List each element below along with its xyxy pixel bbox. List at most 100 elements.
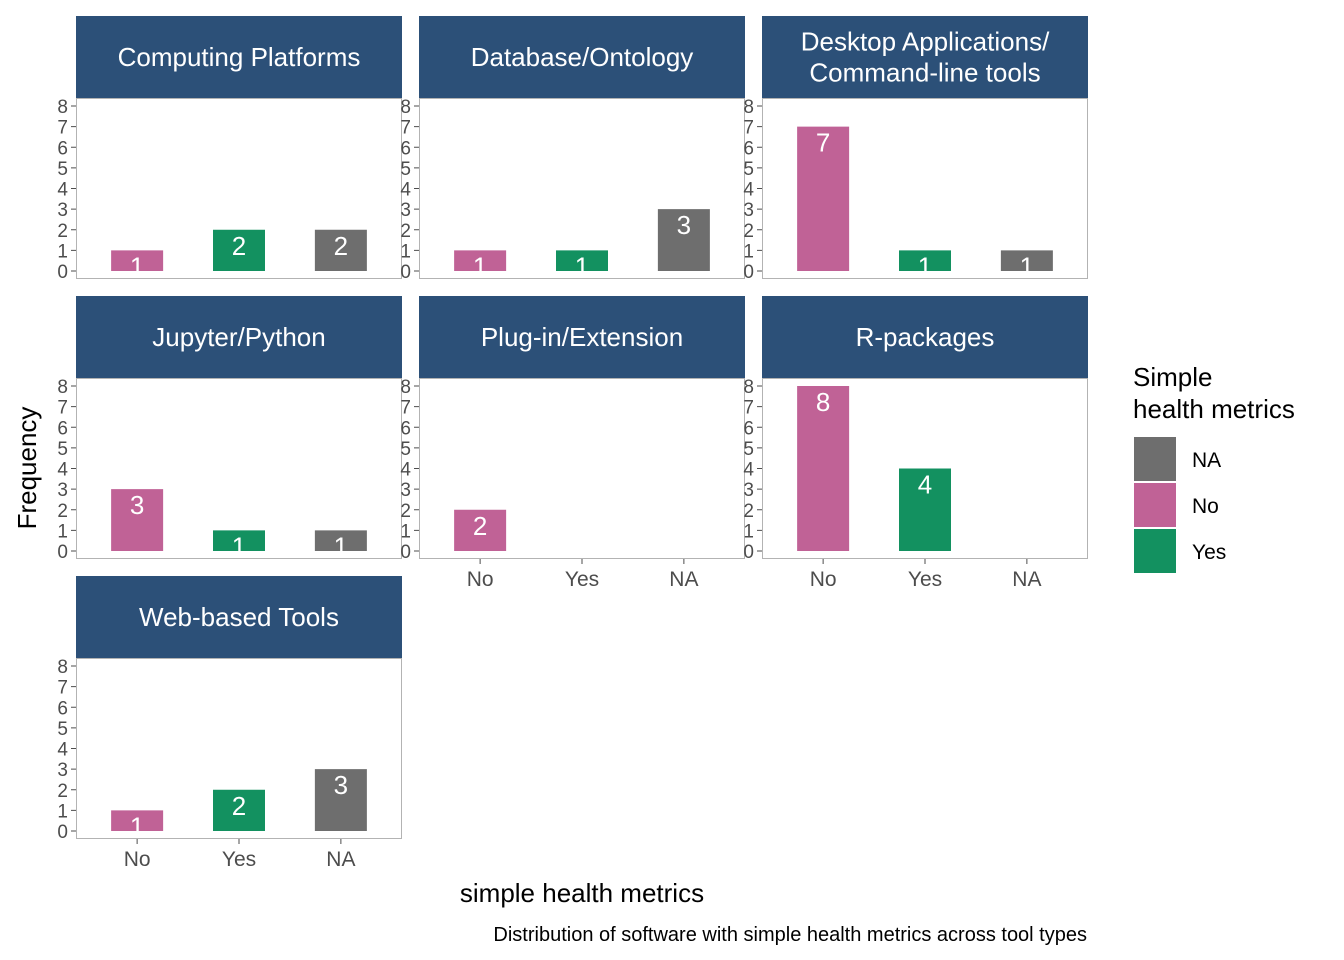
bar-no	[454, 509, 507, 551]
bar-value-label: 2	[334, 231, 348, 261]
y-tick-label: 4	[743, 180, 754, 201]
y-tick-label: 3	[743, 200, 754, 221]
bar-value-label: 1	[575, 251, 589, 281]
bar-value-label: 1	[918, 251, 932, 281]
facet-title: Database/Ontology	[471, 42, 694, 72]
bar-yes	[213, 229, 265, 271]
y-tick-label: 6	[400, 138, 411, 159]
facet-title: Web-based Tools	[139, 602, 339, 632]
legend-label: NA	[1192, 449, 1221, 472]
y-tick-label: 1	[57, 801, 68, 822]
x-tick-label: NA	[326, 848, 355, 871]
panel-border	[76, 98, 402, 279]
bar-no	[797, 386, 850, 551]
y-tick-label: 2	[743, 501, 754, 522]
bar-yes	[899, 250, 951, 271]
y-tick-label: 5	[57, 159, 68, 180]
y-tick-label: 6	[57, 698, 68, 719]
y-tick-label: 0	[400, 542, 411, 563]
y-tick-label: 7	[743, 398, 754, 419]
y-tick-label: 6	[743, 418, 754, 439]
facet-title: Desktop Applications/	[801, 27, 1050, 57]
facet-title: Computing Platforms	[118, 42, 361, 72]
facet-title: R-packages	[856, 322, 995, 352]
legend-swatch-na	[1134, 437, 1176, 481]
bar-na	[314, 229, 367, 271]
bar-value-label: 1	[130, 251, 144, 281]
bar-value-label: 3	[677, 210, 691, 240]
y-tick-label: 8	[57, 97, 68, 118]
bar-no	[454, 250, 507, 271]
y-tick-label: 1	[57, 241, 68, 262]
y-tick-label: 6	[57, 138, 68, 159]
x-tick-label: No	[810, 568, 837, 591]
y-tick-label: 8	[743, 97, 754, 118]
legend-title: health metrics	[1133, 394, 1295, 424]
x-tick-label: Yes	[908, 568, 942, 591]
bar-yes	[213, 789, 265, 831]
bar-yes	[213, 530, 265, 551]
y-tick-label: 7	[57, 398, 68, 419]
y-tick-label: 1	[57, 521, 68, 542]
bar-na	[314, 530, 367, 551]
x-tick-label: NA	[669, 568, 698, 591]
y-tick-label: 8	[57, 377, 68, 398]
y-tick-label: 1	[743, 521, 754, 542]
caption: Distribution of software with simple hea…	[493, 924, 1087, 946]
y-tick-label: 2	[57, 501, 68, 522]
bar-na	[657, 209, 710, 271]
y-tick-label: 5	[743, 439, 754, 460]
facet-strip	[419, 16, 745, 98]
y-tick-label: 3	[57, 760, 68, 781]
bar-value-label: 1	[334, 531, 348, 561]
y-tick-label: 2	[57, 221, 68, 242]
y-tick-label: 1	[743, 241, 754, 262]
y-tick-label: 8	[400, 377, 411, 398]
legend-label: No	[1192, 495, 1219, 518]
bar-value-label: 2	[232, 791, 246, 821]
panel-border	[419, 98, 745, 279]
bar-value-label: 3	[130, 490, 144, 520]
y-tick-label: 1	[400, 241, 411, 262]
y-tick-label: 3	[400, 480, 411, 501]
y-tick-label: 2	[743, 221, 754, 242]
bar-value-label: 7	[816, 128, 830, 158]
x-tick-label: No	[467, 568, 494, 591]
y-tick-label: 0	[57, 822, 68, 843]
y-tick-label: 0	[743, 262, 754, 283]
y-tick-label: 5	[400, 439, 411, 460]
facet-title: Command-line tools	[809, 58, 1040, 88]
facet-strip	[762, 296, 1088, 378]
x-tick-label: Yes	[222, 848, 256, 871]
legend-swatch-no	[1134, 483, 1176, 527]
x-axis-title: simple health metrics	[460, 878, 704, 908]
x-tick-label: Yes	[565, 568, 599, 591]
legend-label: Yes	[1192, 541, 1226, 564]
bar-na	[1000, 250, 1053, 271]
y-tick-label: 1	[400, 521, 411, 542]
bar-value-label: 1	[232, 531, 246, 561]
y-tick-label: 7	[400, 398, 411, 419]
bar-value-label: 1	[1020, 251, 1034, 281]
bar-no	[111, 250, 164, 271]
bar-value-label: 2	[473, 511, 487, 541]
bar-yes	[899, 468, 951, 551]
bar-value-label: 8	[816, 387, 830, 417]
y-tick-label: 7	[400, 118, 411, 139]
y-tick-label: 2	[57, 781, 68, 802]
bar-no	[797, 126, 850, 271]
legend-swatch-yes	[1134, 529, 1176, 573]
y-tick-label: 5	[57, 439, 68, 460]
y-tick-label: 0	[400, 262, 411, 283]
y-tick-label: 0	[57, 542, 68, 563]
bar-value-label: 2	[232, 231, 246, 261]
facet-strip	[762, 16, 1088, 98]
x-tick-label: NA	[1012, 568, 1041, 591]
y-tick-label: 4	[57, 740, 68, 761]
y-tick-label: 3	[57, 200, 68, 221]
bar-no	[111, 489, 164, 551]
bar-value-label: 1	[473, 251, 487, 281]
facet-title: Jupyter/Python	[152, 322, 325, 352]
panel-border	[76, 378, 402, 559]
